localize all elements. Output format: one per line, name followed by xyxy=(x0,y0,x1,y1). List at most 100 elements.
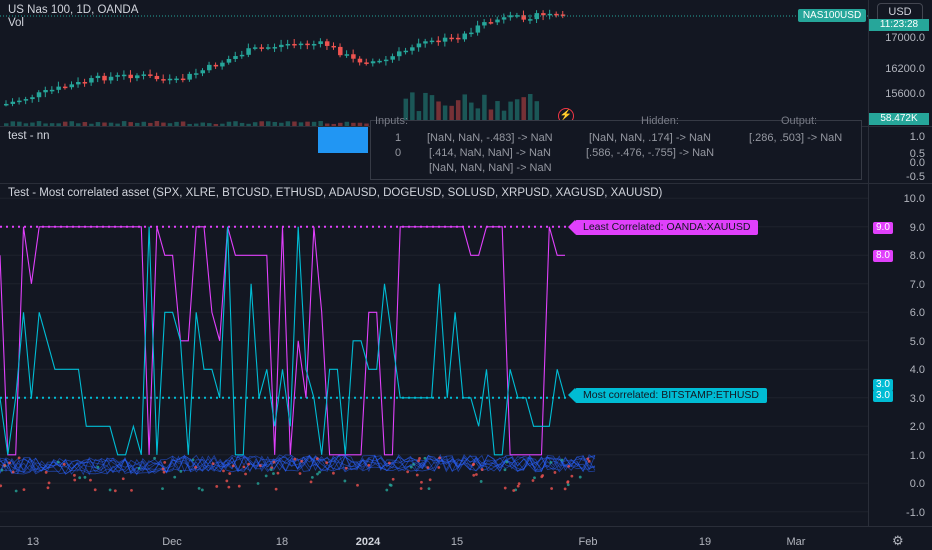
candle-body xyxy=(311,44,317,46)
correlation-axis[interactable]: 10.0 9.0 8.0 7.0 6.0 5.0 4.0 3.0 2.0 1.0 0.0 -1.0 9… xyxy=(868,184,932,526)
candle-body xyxy=(285,43,291,46)
candle-body xyxy=(390,56,395,60)
noise-dot xyxy=(200,488,204,492)
noise-dot xyxy=(56,460,60,464)
candle-body xyxy=(482,22,487,26)
noise-dot xyxy=(264,474,268,478)
volume-bar xyxy=(501,110,507,126)
volume-bar xyxy=(449,105,454,126)
symbol-price-tag: NAS100USD xyxy=(798,9,866,22)
noise-dot xyxy=(244,472,247,476)
settings-icon[interactable]: ⚙ xyxy=(892,533,904,548)
candle-body xyxy=(102,75,107,81)
time-label: 18 xyxy=(275,536,289,548)
nn-pane[interactable]: test - nn xyxy=(0,127,868,183)
candle-body xyxy=(69,84,74,88)
volume-bar xyxy=(416,111,422,126)
noise-dot xyxy=(96,465,100,469)
noise-dot xyxy=(533,476,536,480)
noise-dot xyxy=(475,473,478,476)
volume-bar xyxy=(285,121,291,126)
correlation-legend[interactable]: Test - Most correlated asset (SPX, XLRE,… xyxy=(8,187,663,199)
candle-body xyxy=(351,54,356,59)
noise-dot xyxy=(423,456,427,460)
volume-bar xyxy=(56,123,61,126)
volume-legend[interactable]: Vol xyxy=(8,17,24,29)
nn-legend[interactable]: test - nn xyxy=(8,130,50,142)
candle-body xyxy=(370,61,376,64)
nn-axis[interactable]: 1.0 0.5 0.0 -0.5 xyxy=(868,127,932,183)
volume-bar xyxy=(200,122,205,126)
volume-bar xyxy=(331,123,336,126)
correlation-tick: 7.0 xyxy=(909,278,925,291)
noise-dot xyxy=(417,459,420,463)
nn-cell: [.414, NaN, NaN] -> NaN xyxy=(429,147,551,159)
noise-dot xyxy=(272,460,276,464)
noise-dot xyxy=(567,464,571,468)
volume-bar xyxy=(30,122,35,126)
correlation-tick: 0.0 xyxy=(909,478,925,491)
time-label: 13 xyxy=(26,536,40,548)
candle-body xyxy=(108,76,114,81)
noise-dot xyxy=(517,482,521,486)
noise-dot xyxy=(256,482,260,485)
volume-bar xyxy=(488,109,494,126)
noise-series-line xyxy=(0,454,596,475)
noise-dot xyxy=(62,462,66,466)
noise-dot xyxy=(274,487,278,491)
noise-dot xyxy=(237,484,241,488)
correlation-pane[interactable]: Test - Most correlated asset (SPX, XLRE,… xyxy=(0,184,868,526)
noise-dot xyxy=(516,484,520,488)
candle-body xyxy=(383,59,389,62)
noise-dot xyxy=(480,468,484,471)
symbol-legend[interactable]: US Nas 100, 1D, OANDA xyxy=(8,4,139,16)
candle-body xyxy=(154,75,160,80)
noise-dot xyxy=(153,456,156,460)
volume-bar xyxy=(534,101,540,126)
noise-dot xyxy=(83,475,87,479)
nn-cell: [NaN, NaN, .174] -> NaN xyxy=(589,132,711,144)
noise-dot xyxy=(505,460,509,464)
correlation-tick: 9.0 xyxy=(909,221,925,234)
time-axis[interactable] xyxy=(0,527,868,550)
noise-dot xyxy=(531,479,535,482)
correlation-tick: 6.0 xyxy=(909,307,925,320)
main-price-axis[interactable]: USD 17000.0 16200.0 15600.0 11:23:28 58.… xyxy=(868,0,932,126)
volume-bar xyxy=(305,121,310,126)
noise-dot xyxy=(503,468,507,472)
correlation-tick: -1.0 xyxy=(906,506,925,519)
nn-header-output: Output: xyxy=(781,115,818,127)
volume-bar xyxy=(36,121,42,126)
noise-dot xyxy=(130,489,133,492)
volume-bar xyxy=(148,122,153,126)
noise-dot xyxy=(293,457,297,461)
noise-dot xyxy=(0,484,3,488)
noise-dot xyxy=(309,480,313,484)
candle-body xyxy=(305,43,310,46)
noise-dot xyxy=(418,456,421,460)
candle-body xyxy=(266,47,271,49)
volume-tag: 58.472K xyxy=(869,113,929,125)
candle-body xyxy=(469,32,474,35)
noise-dot xyxy=(472,473,476,477)
candle-body xyxy=(213,64,219,67)
nn-blue-box xyxy=(318,127,368,153)
noise-dot xyxy=(512,489,516,492)
noise-dot xyxy=(173,475,177,479)
pane-separator[interactable] xyxy=(0,183,932,184)
candle-body xyxy=(252,47,258,49)
nn-cell: [NaN, NaN, NaN] -> NaN xyxy=(429,162,552,174)
main-chart-pane[interactable]: US Nas 100, 1D, OANDA Vol ⚡ xyxy=(0,0,868,126)
most-correlated-label: Most correlated: BITSTAMP:ETHUSD xyxy=(567,388,768,403)
candle-body xyxy=(455,37,461,40)
noise-dot xyxy=(121,477,125,481)
noise-dot xyxy=(0,468,4,472)
noise-dot xyxy=(197,486,201,490)
candle-body xyxy=(364,62,369,64)
noise-dot xyxy=(225,479,229,483)
candle-body xyxy=(167,78,173,81)
candle-body xyxy=(17,100,22,103)
volume-bar xyxy=(207,123,212,126)
noise-dot xyxy=(566,483,570,487)
candle-body xyxy=(180,78,186,81)
